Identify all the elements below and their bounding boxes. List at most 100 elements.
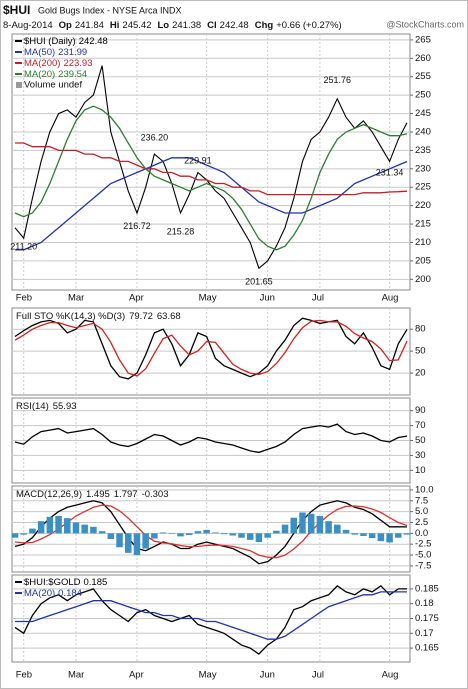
- histogram-bar: [316, 515, 324, 534]
- y-tick-label: 2.5: [415, 517, 428, 528]
- legend-value: 63.68: [157, 311, 181, 322]
- y-tick-label: 200: [415, 274, 431, 285]
- x-tick-label: Mar: [68, 293, 84, 304]
- histogram-bar: [386, 533, 393, 543]
- histogram-bar: [29, 528, 36, 534]
- y-tick-label: 255: [415, 71, 431, 82]
- quote-label: Lo: [157, 20, 169, 31]
- date: 8-Aug-2014: [3, 20, 53, 31]
- histogram-bar: [220, 533, 228, 535]
- histogram-bar: [377, 533, 385, 542]
- quote-label: Hi: [110, 20, 120, 31]
- y-tick-label: 0.165: [415, 643, 439, 654]
- series-line: [14, 317, 408, 380]
- legend-entry: $HUI:$GOLD 0.185: [24, 577, 107, 588]
- histogram-bar: [55, 515, 62, 534]
- y-tick-label: 265: [415, 34, 431, 45]
- histogram-bar: [307, 513, 315, 534]
- histogram-bar: [20, 533, 27, 535]
- x-tick-label: Feb: [16, 670, 32, 681]
- histogram-bar: [334, 524, 341, 534]
- y-tick-label: -5.0: [415, 550, 431, 561]
- histogram-bar: [299, 512, 306, 534]
- legend-entry: MA(20) 0.184: [24, 588, 82, 599]
- histogram-bar: [177, 533, 184, 537]
- y-tick-label: 20: [415, 368, 426, 379]
- y-tick-label: 250: [415, 90, 431, 101]
- histogram-bar: [325, 521, 332, 534]
- legend-entry: MA(50) 231.99: [24, 47, 87, 58]
- histogram-bar: [81, 524, 88, 534]
- price-annotation: 215.28: [167, 226, 195, 236]
- legend: MACD(12,26,9) 1.495 1.797 -0.303: [16, 489, 169, 500]
- legend-value: 1.797: [114, 489, 138, 500]
- legend-name: MA(20): [24, 69, 55, 80]
- histogram-bar: [351, 533, 358, 535]
- legend-name: MA(200): [24, 58, 60, 69]
- y-tick-label: 5.0: [415, 506, 428, 517]
- histogram-bar: [264, 533, 271, 538]
- histogram-bar: [98, 531, 106, 534]
- y-tick-label: -7.5: [415, 560, 431, 571]
- histogram-bar: [72, 522, 80, 534]
- histogram-bar: [11, 533, 19, 538]
- quote-value: 242.48: [220, 20, 249, 31]
- histogram-bar: [203, 529, 210, 534]
- legend-value: 0.184: [58, 588, 82, 599]
- legend-value: 223.93: [63, 58, 92, 69]
- histogram-bar: [238, 533, 245, 538]
- y-tick-label: 225: [415, 182, 431, 193]
- series-line: [14, 585, 407, 655]
- series-line: [14, 500, 408, 565]
- histogram-bar: [116, 533, 123, 548]
- quote-value: 245.42: [122, 20, 151, 31]
- quote-label: Op: [59, 20, 72, 31]
- x-tick-label: Apr: [129, 293, 144, 304]
- histogram-bar: [107, 533, 115, 539]
- histogram-bar: [212, 532, 219, 534]
- price-annotation: 211.20: [10, 241, 37, 251]
- quote-line: 8-Aug-2014 Op 241.84 Hi 245.42 Lo 241.38 Cl 242.…: [3, 20, 342, 31]
- price-annotation: 231.34: [376, 167, 404, 177]
- y-tick-label: 210: [415, 237, 431, 248]
- y-tick-label: 50: [415, 435, 426, 446]
- y-tick-label: 0.175: [415, 613, 439, 624]
- x-tick-label: May: [199, 293, 217, 304]
- y-tick-label: 0.185: [415, 583, 439, 594]
- histogram-bar: [281, 524, 289, 534]
- y-tick-label: 70: [415, 420, 426, 431]
- y-tick-label: 10: [415, 465, 426, 476]
- x-tick-label: Feb: [16, 293, 32, 304]
- legend-value: 55.93: [53, 401, 77, 412]
- legend-value: -0.303: [142, 489, 169, 500]
- legend-value: 239.54: [58, 69, 87, 80]
- quote-value: 241.84: [75, 20, 104, 31]
- legend: Full STO %K(14,3) %D(3) 79.72 63.68: [16, 311, 181, 322]
- symbol: $HUI: [3, 3, 30, 17]
- histogram-bar: [360, 533, 367, 536]
- histogram-bar: [290, 517, 298, 534]
- histogram-bar: [64, 518, 71, 534]
- price-annotation: 201.65: [245, 277, 273, 287]
- histogram-bar: [403, 533, 411, 535]
- y-tick-label: 215: [415, 219, 431, 230]
- y-tick-label: 90: [415, 405, 426, 416]
- legend-name: MA(20): [24, 588, 55, 599]
- legend-name: $HUI:$GOLD: [24, 577, 81, 588]
- y-tick-label: 7.5: [415, 495, 428, 506]
- x-tick-label: Aug: [382, 670, 399, 681]
- legend-value: 231.99: [58, 47, 87, 58]
- price-annotation: 251.76: [324, 75, 352, 85]
- legend-entry: $HUI (Daily) 242.48: [24, 36, 108, 47]
- y-tick-label: 80: [415, 324, 426, 335]
- price-annotation: 229.91: [184, 156, 212, 166]
- histogram-bar: [368, 533, 376, 539]
- y-tick-label: 245: [415, 108, 431, 119]
- index-name: Gold Bugs Index - NYSE Arca INDX: [38, 5, 182, 15]
- histogram-bar: [255, 533, 263, 543]
- histogram-bar: [168, 533, 176, 534]
- histogram-bar: [46, 516, 54, 534]
- y-tick-label: 0.18: [415, 598, 434, 609]
- x-tick-label: Jul: [312, 670, 324, 681]
